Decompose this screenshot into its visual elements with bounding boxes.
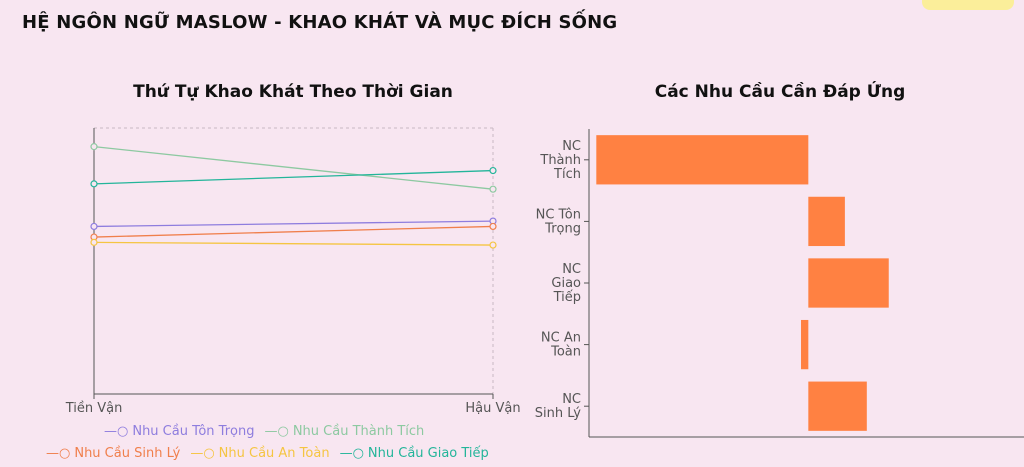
series-point xyxy=(489,241,497,249)
legend-marker-icon: —○ xyxy=(264,424,289,439)
legend-label: Nhu Cầu Giao Tiếp xyxy=(367,446,489,461)
bar xyxy=(808,381,867,431)
y-tick-label: NC An xyxy=(541,331,581,346)
legend-row-2: —○ Nhu Cầu Sinh Lý —○ Nhu Cầu An Toàn —○… xyxy=(46,446,489,461)
y-tick-label: Toàn xyxy=(550,345,581,360)
series-line xyxy=(93,220,494,228)
series-point xyxy=(489,222,497,231)
bar xyxy=(808,258,889,308)
y-tick-label: Giao xyxy=(551,276,581,291)
legend-marker-icon: —○ xyxy=(339,446,364,461)
series-point xyxy=(90,222,98,231)
series-point xyxy=(90,180,98,188)
y-tick-label: Thành xyxy=(539,153,581,168)
legend-item-ton-trong[interactable]: —○ Nhu Cầu Tôn Trọng xyxy=(104,424,254,439)
legend-marker-icon: —○ xyxy=(190,446,215,461)
legend-item-giao-tiep[interactable]: —○ Nhu Cầu Giao Tiếp xyxy=(340,446,489,461)
y-tick-label: Tích xyxy=(553,167,581,182)
bar xyxy=(596,135,809,185)
legend-label: Nhu Cầu An Toàn xyxy=(218,446,330,461)
legend-marker-icon: —○ xyxy=(46,446,71,461)
legend-item-thanh-tich[interactable]: —○ Nhu Cầu Thành Tích xyxy=(264,424,424,439)
y-tick-label: Trọng xyxy=(544,221,581,236)
legend-item-an-toan[interactable]: —○ Nhu Cầu An Toàn xyxy=(190,446,329,461)
y-tick-label: Tiếp xyxy=(553,290,581,305)
page-title: HỆ NGÔN NGỮ MASLOW - KHAO KHÁT VÀ MỤC ĐÍ… xyxy=(22,12,618,33)
series-line xyxy=(93,169,494,185)
legend-label: Nhu Cầu Thành Tích xyxy=(292,424,425,439)
series-line xyxy=(93,241,494,246)
series-point xyxy=(90,143,98,151)
line-chart-title: Thứ Tự Khao Khát Theo Thời Gian xyxy=(133,82,453,102)
series-point xyxy=(489,185,497,193)
y-tick-label: NC xyxy=(562,392,581,407)
corner-tab[interactable] xyxy=(922,0,1014,10)
series-line xyxy=(93,145,494,190)
y-tick-label: NC Tôn xyxy=(536,207,581,222)
series-point xyxy=(90,238,98,246)
y-tick-label: Sinh Lý xyxy=(535,406,582,421)
legend-label: Nhu Cầu Tôn Trọng xyxy=(132,424,255,439)
bar xyxy=(808,196,845,247)
y-tick-label: NC xyxy=(562,139,581,154)
legend-marker-icon: —○ xyxy=(104,424,129,439)
legend-row-1: —○ Nhu Cầu Tôn Trọng —○ Nhu Cầu Thành Tí… xyxy=(104,424,424,439)
bar xyxy=(801,319,809,370)
series-line xyxy=(93,225,494,238)
x-tick-label: Tiền Vận xyxy=(65,401,123,416)
x-tick-label: Hậu Vận xyxy=(465,401,520,416)
y-tick-label: NC xyxy=(562,262,581,277)
legend-item-sinh-ly[interactable]: —○ Nhu Cầu Sinh Lý xyxy=(46,446,180,461)
legend-label: Nhu Cầu Sinh Lý xyxy=(74,446,181,461)
series-point xyxy=(489,166,497,175)
bar-chart-title: Các Nhu Cầu Cần Đáp Ứng xyxy=(654,82,906,102)
